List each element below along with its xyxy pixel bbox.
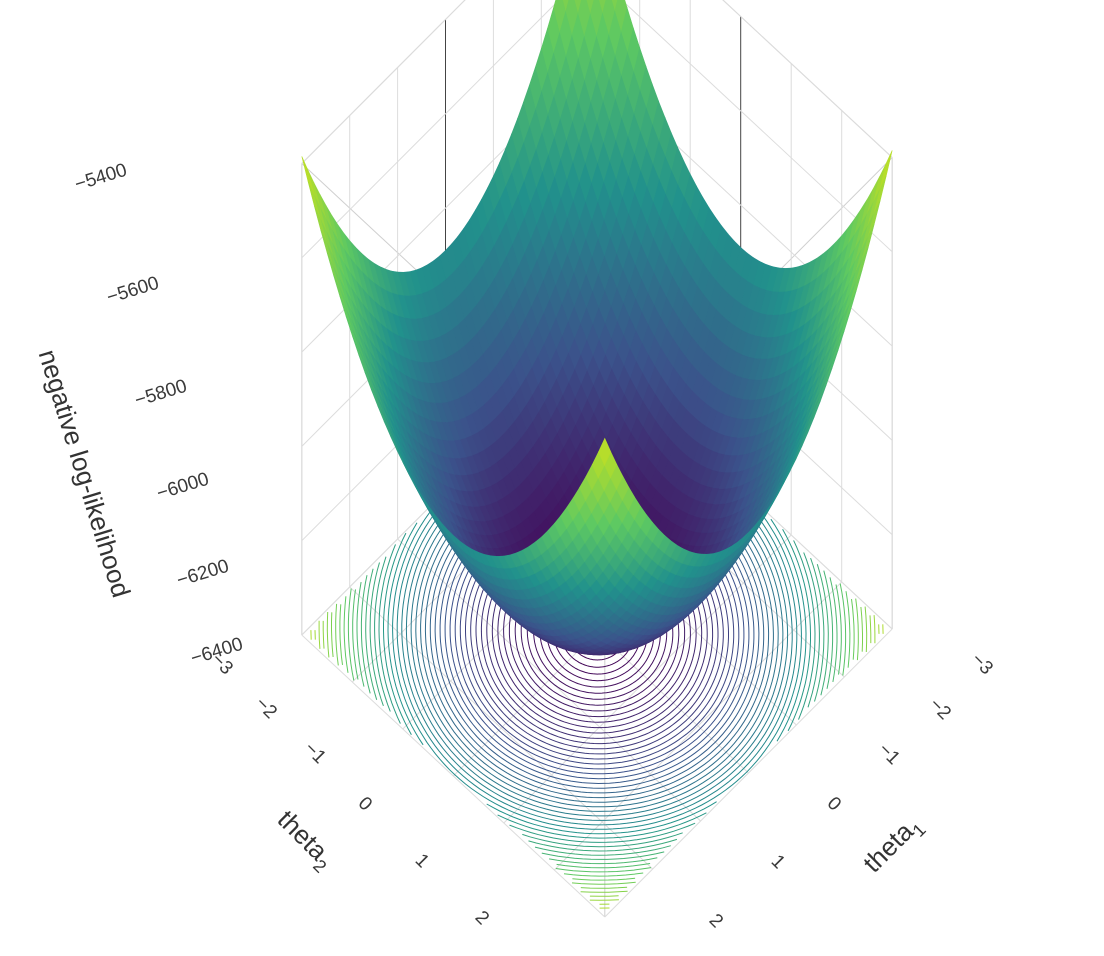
contour-line	[347, 391, 847, 873]
surface-mesh	[301, 0, 893, 656]
y-tick-label: −2	[251, 693, 281, 723]
y-tick-label: 0	[354, 793, 376, 815]
wall-grid-line	[301, 0, 560, 259]
z-tick-label: −5800	[132, 376, 189, 412]
wall-grid-line	[620, 0, 893, 253]
y-axis-ticks: −3 −2 −1 0 1 2	[207, 649, 493, 929]
y-axis-title: theta2	[268, 804, 341, 877]
contour-line	[326, 371, 868, 893]
z-tick-label: −5600	[104, 273, 161, 309]
contour-line	[310, 355, 884, 909]
floor-grid-line	[604, 628, 893, 918]
contour-line	[343, 387, 851, 877]
contour-line	[356, 399, 838, 865]
z-axis-title: negative log-likelihood	[33, 346, 137, 601]
floor-grid-line	[553, 581, 843, 871]
contour-line	[352, 395, 842, 869]
contour-line	[369, 412, 825, 852]
x-axis-title: theta1	[857, 809, 930, 882]
x-tick-label: −2	[925, 694, 955, 724]
contour-line	[365, 408, 829, 856]
z-tick-label: −6000	[154, 469, 211, 505]
contour-line	[360, 404, 834, 860]
y-tick-label: −1	[300, 738, 330, 768]
contour-line	[374, 416, 820, 848]
x-tick-label: −3	[967, 649, 997, 679]
x-tick-label: 2	[705, 910, 727, 932]
z-tick-label: −6200	[174, 556, 231, 592]
contour-line	[339, 383, 855, 881]
z-axis-ticks: −6400 −6200 −6000 −5800 −5600 −5400	[72, 160, 245, 670]
contour-line	[318, 363, 876, 901]
contour-line	[335, 379, 859, 885]
x-tick-label: 1	[767, 851, 789, 873]
contour-line	[331, 375, 863, 889]
contour-line	[387, 429, 807, 835]
surface-patch	[301, 156, 315, 196]
surface-patch	[879, 150, 893, 190]
x-tick-label: 0	[823, 793, 845, 815]
contour-line	[314, 359, 880, 905]
contour-line	[378, 421, 816, 843]
x-tick-label: −1	[874, 739, 904, 769]
y-tick-label: 1	[411, 850, 433, 872]
wall-grid-line	[301, 0, 466, 164]
surface-patch	[598, 437, 612, 467]
z-tick-label: −5400	[72, 160, 129, 196]
contour-line	[383, 425, 811, 839]
wall-grid-line	[722, 0, 893, 158]
y-tick-label: 2	[471, 907, 493, 929]
contour-line	[322, 367, 872, 897]
